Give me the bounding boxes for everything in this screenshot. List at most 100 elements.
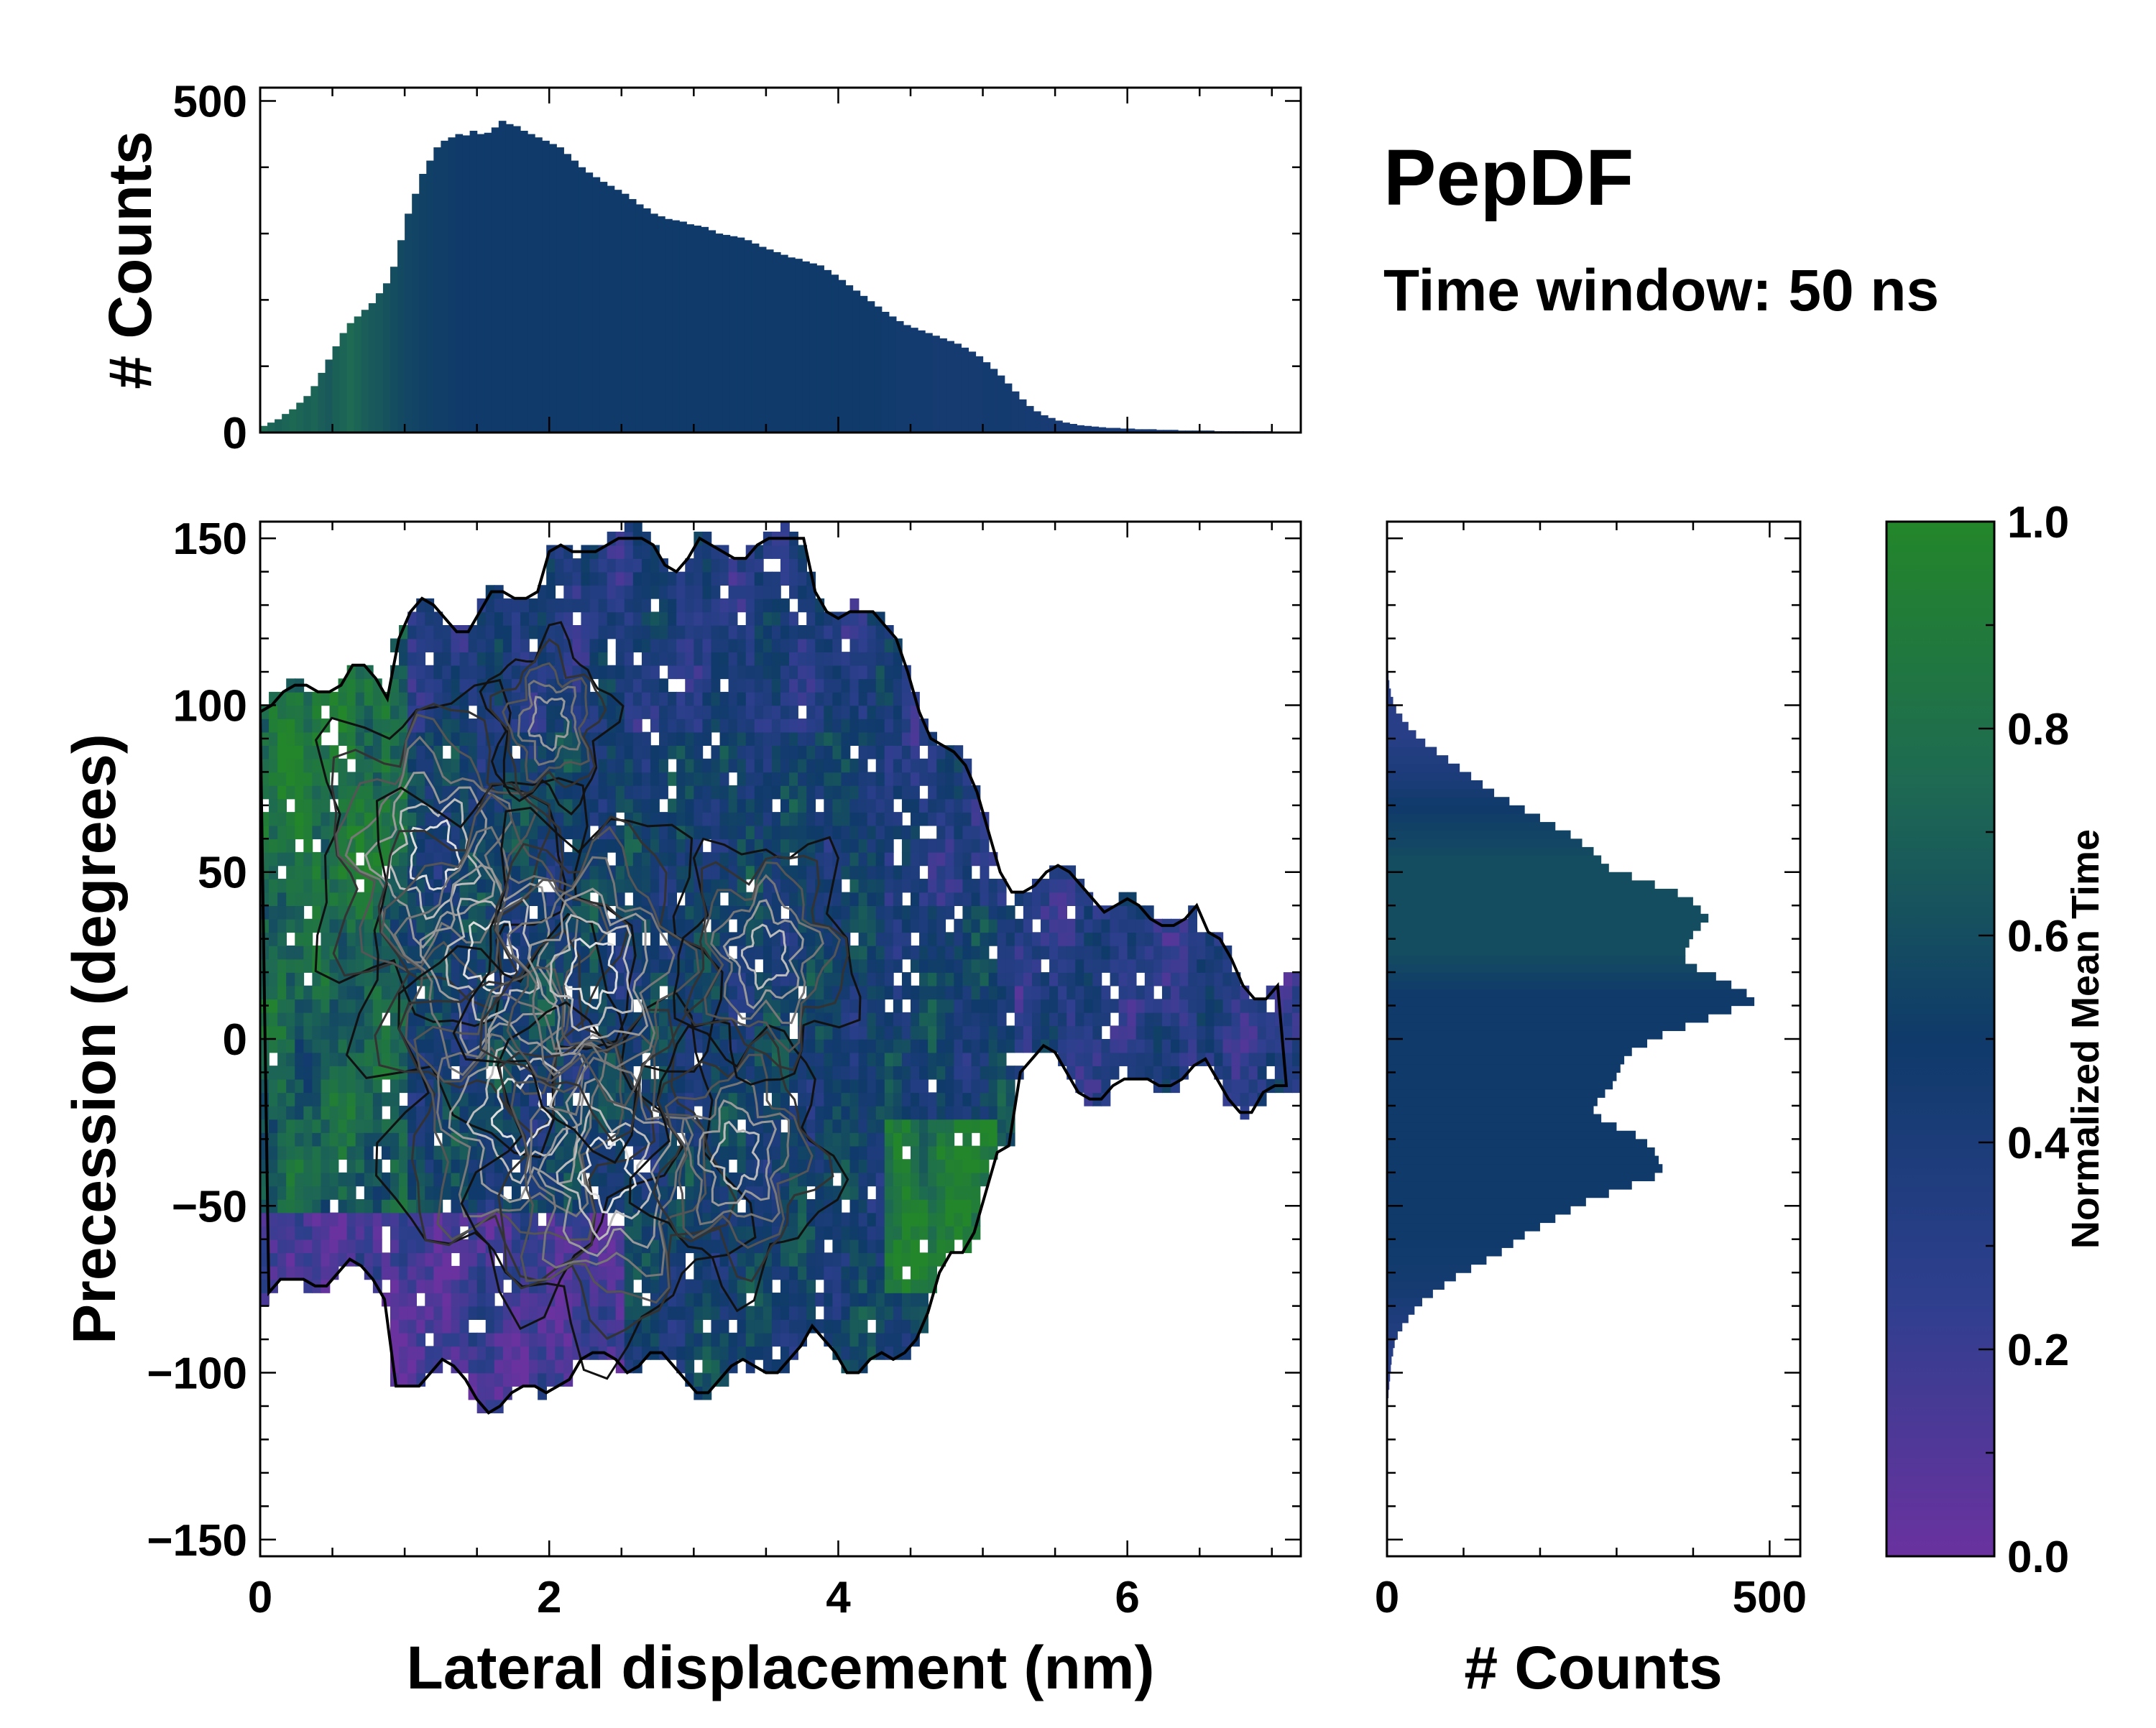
heatmap-cell	[520, 1293, 530, 1307]
heatmap-cell	[928, 1025, 937, 1040]
heatmap-cell	[624, 652, 634, 666]
heatmap-cell	[841, 1092, 851, 1106]
heatmap-cell	[824, 1012, 834, 1027]
heatmap-cell	[286, 731, 296, 747]
heatmap-cell	[632, 1186, 642, 1200]
heatmap-cell	[728, 705, 738, 719]
heatmap-cell	[694, 545, 704, 559]
heatmap-cell	[407, 1372, 417, 1387]
heatmap-cell	[988, 918, 998, 933]
heatmap-cell	[849, 785, 860, 800]
heatmap-cell	[893, 1119, 903, 1133]
heatmap-cell	[277, 1078, 287, 1094]
heatmap-cell	[754, 638, 764, 652]
heatmap-cell	[711, 985, 721, 1000]
heatmap-cell	[502, 958, 512, 973]
heatmap-cell	[286, 1186, 296, 1200]
heatmap-cell	[858, 1212, 868, 1226]
top-histogram-bar	[1120, 428, 1128, 433]
heatmap-cell	[849, 1105, 860, 1120]
heatmap-cell	[572, 1306, 582, 1320]
heatmap-cell	[685, 652, 695, 666]
heatmap-cell	[945, 892, 955, 906]
heatmap-cell	[711, 652, 721, 666]
heatmap-cell	[1188, 1012, 1197, 1027]
heatmap-cell	[745, 1306, 755, 1320]
heatmap-cell	[849, 865, 860, 879]
heatmap-cell	[581, 611, 591, 626]
heatmap-cell	[416, 1039, 426, 1053]
heatmap-cell	[824, 932, 834, 946]
heatmap-cell	[771, 905, 781, 920]
heatmap-cell	[858, 851, 868, 867]
top-histogram-bar	[419, 174, 427, 433]
heatmap-cell	[893, 879, 903, 893]
heatmap-cell	[893, 691, 903, 706]
heatmap-cell	[936, 918, 946, 933]
heatmap-cell	[841, 1145, 851, 1160]
heatmap-cell	[607, 1066, 617, 1080]
heatmap-cell	[425, 1226, 435, 1240]
heatmap-cell	[364, 1105, 374, 1120]
top-histogram-bar	[686, 224, 694, 433]
heatmap-cell	[659, 625, 668, 639]
heatmap-cell	[928, 932, 937, 946]
heatmap-cell	[901, 772, 911, 786]
heatmap-cell	[1049, 985, 1059, 1000]
heatmap-cell	[745, 585, 755, 599]
heatmap-cell	[1127, 1066, 1137, 1080]
heatmap-cell	[928, 1052, 937, 1066]
heatmap-cell	[303, 1092, 313, 1106]
heatmap-cell	[589, 905, 599, 920]
heatmap-cell	[893, 665, 903, 680]
heatmap-cell	[468, 1239, 478, 1254]
heatmap-cell	[1023, 1039, 1033, 1053]
heatmap-cell	[468, 1293, 478, 1307]
heatmap-cell	[416, 719, 426, 733]
heatmap-cell	[1067, 1052, 1077, 1066]
heatmap-cell	[875, 1092, 885, 1106]
heatmap-cell	[485, 665, 495, 680]
heatmap-cell	[962, 825, 972, 840]
heatmap-cell	[433, 625, 443, 639]
heatmap-cell	[858, 652, 868, 666]
heatmap-cell	[433, 1306, 443, 1320]
heatmap-cell	[911, 1198, 920, 1214]
heatmap-cell	[346, 1132, 356, 1147]
heatmap-cell	[936, 825, 946, 840]
heatmap-cell	[771, 1306, 781, 1320]
heatmap-cell	[780, 571, 790, 586]
heatmap-cell	[901, 879, 911, 893]
heatmap-cell	[372, 1239, 382, 1254]
heatmap-cell	[381, 745, 391, 759]
heatmap-cell	[607, 838, 617, 853]
heatmap-cell	[745, 719, 755, 733]
heatmap-cell	[476, 905, 487, 920]
heatmap-cell	[928, 812, 937, 826]
heatmap-cell	[806, 1226, 816, 1240]
heatmap-cell	[572, 785, 582, 800]
heatmap-cell	[745, 665, 755, 680]
heatmap-cell	[476, 1359, 487, 1374]
heatmap-cell	[269, 851, 278, 867]
heatmap-cell	[650, 958, 660, 973]
heatmap-cell	[945, 812, 955, 826]
heatmap-cell	[936, 1092, 946, 1106]
heatmap-cell	[303, 719, 313, 733]
heatmap-cell	[936, 772, 946, 786]
heatmap-cell	[1257, 1025, 1267, 1040]
heatmap-cell	[459, 678, 469, 693]
heatmap-cell	[312, 1078, 322, 1094]
heatmap-cell	[381, 999, 391, 1013]
heatmap-cell	[598, 691, 608, 706]
heatmap-cell	[624, 611, 634, 626]
heatmap-cell	[719, 999, 729, 1013]
heatmap-cell	[546, 1332, 556, 1347]
heatmap-cell	[694, 652, 704, 666]
heatmap-cell	[884, 1252, 894, 1267]
heatmap-cell	[928, 958, 937, 973]
heatmap-cell	[841, 745, 851, 759]
heatmap-cell	[771, 838, 781, 853]
heatmap-cell	[911, 865, 920, 879]
heatmap-cell	[789, 892, 798, 906]
